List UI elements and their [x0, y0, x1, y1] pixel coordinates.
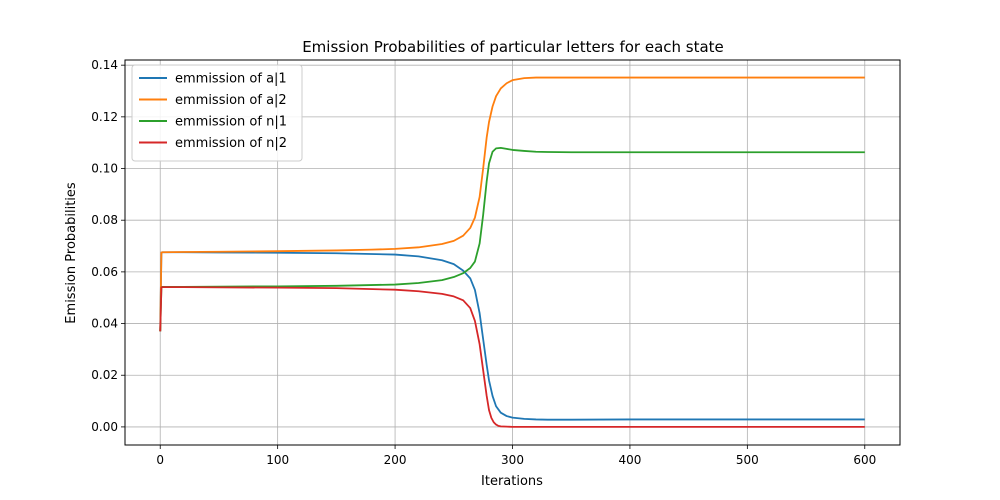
series-line-1: [159, 251, 865, 421]
x-tick-label: 0: [156, 453, 164, 467]
y-tick-label: 0.12: [91, 110, 118, 124]
series-lines: [159, 76, 865, 428]
legend-label: emmission of a|1: [175, 72, 287, 87]
y-tick-label: 0.14: [91, 58, 118, 72]
x-axis-label: Iterations: [481, 474, 543, 489]
y-tick-label: 0.02: [91, 368, 118, 382]
axis-ticks: 0 100 200 300 400 500 600 0.00 0.02 0.04 0.06 0.08 0…: [91, 58, 876, 467]
series-line-2: [159, 76, 865, 332]
x-tick-label: 400: [618, 453, 641, 467]
legend-label: emmission of a|2: [175, 93, 287, 108]
x-tick-label: 100: [266, 453, 289, 467]
y-tick-label: 0.10: [91, 162, 118, 176]
x-tick-label: 300: [501, 453, 524, 467]
x-tick-label: 500: [736, 453, 759, 467]
series-line-4: [159, 286, 865, 428]
y-tick-label: 0.00: [91, 420, 118, 434]
y-tick-label: 0.08: [91, 213, 118, 227]
series-line-3: [159, 146, 865, 332]
y-tick-label: 0.06: [91, 265, 118, 279]
y-axis-label: Emission Probabilities: [64, 182, 79, 324]
legend-label: emmission of n|2: [175, 136, 287, 151]
legend-box: [131, 64, 303, 162]
x-tick-label: 600: [853, 453, 876, 467]
legend-label: emmission of n|1: [175, 115, 287, 130]
legend: emmission of a|1 emmission of a|2 emmissio…: [131, 64, 303, 162]
y-tick-label: 0.04: [91, 317, 118, 331]
x-tick-label: 200: [384, 453, 407, 467]
chart-title: Emission Probabilities of particular let…: [302, 38, 724, 56]
grid: [125, 60, 900, 445]
